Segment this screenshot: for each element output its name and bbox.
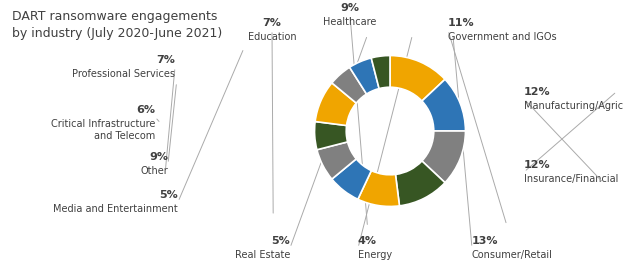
Text: 7%: 7% (156, 55, 175, 65)
Text: Insurance/Financial: Insurance/Financial (524, 174, 618, 184)
Text: Healthcare: Healthcare (323, 17, 377, 27)
Wedge shape (371, 56, 390, 89)
Wedge shape (314, 122, 348, 150)
Text: Critical Infrastructure
and Telecom: Critical Infrastructure and Telecom (51, 119, 155, 141)
Text: DART ransomware engagements
by industry (July 2020-June 2021): DART ransomware engagements by industry … (12, 10, 222, 40)
Wedge shape (358, 171, 399, 206)
Text: 12%: 12% (524, 87, 550, 97)
Text: Consumer/Retail: Consumer/Retail (472, 250, 553, 260)
Wedge shape (422, 79, 466, 131)
Wedge shape (317, 142, 356, 179)
Text: Manufacturing/Agriculture: Manufacturing/Agriculture (524, 101, 624, 111)
Text: Professional Services: Professional Services (72, 69, 175, 79)
Text: 4%: 4% (358, 236, 377, 246)
Wedge shape (422, 131, 466, 183)
Wedge shape (396, 161, 445, 206)
Text: Government and IGOs: Government and IGOs (448, 32, 557, 42)
Text: 5%: 5% (271, 236, 290, 246)
Text: 9%: 9% (149, 152, 168, 162)
Text: Education: Education (248, 32, 296, 42)
Text: 9%: 9% (341, 3, 359, 13)
Wedge shape (332, 159, 371, 199)
Text: 5%: 5% (159, 190, 178, 200)
Text: 11%: 11% (448, 18, 475, 28)
Wedge shape (349, 58, 379, 94)
Wedge shape (390, 56, 445, 101)
Text: Real Estate: Real Estate (235, 250, 290, 260)
Text: 7%: 7% (263, 18, 281, 28)
Text: Energy: Energy (358, 250, 392, 260)
Text: 13%: 13% (472, 236, 499, 246)
Text: 6%: 6% (136, 105, 155, 115)
Text: Other: Other (140, 166, 168, 176)
Wedge shape (315, 83, 356, 125)
Wedge shape (332, 67, 366, 103)
Text: 12%: 12% (524, 160, 550, 170)
Text: Media and Entertainment: Media and Entertainment (53, 204, 178, 214)
